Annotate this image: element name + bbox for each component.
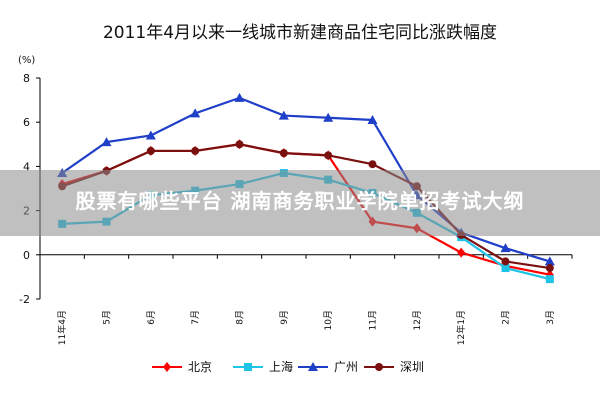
chart-title: 2011年4月以来一线城市新建商品住宅同比涨跌幅度 (102, 23, 498, 43)
legend-item: 深圳 (364, 360, 424, 374)
y-tick-label: 8 (23, 72, 30, 85)
data-point (323, 112, 334, 122)
y-tick-label: 6 (23, 116, 30, 129)
y-tick-label: 4 (23, 160, 30, 173)
y-tick-label: -2 (19, 293, 30, 306)
data-point (163, 362, 171, 372)
data-point (244, 363, 252, 371)
data-point (501, 257, 510, 266)
data-point (191, 146, 200, 155)
data-point (279, 149, 288, 158)
legend-item: 广州 (298, 360, 358, 374)
data-point (375, 363, 383, 371)
data-point (190, 108, 201, 118)
data-point (501, 264, 510, 273)
x-tick-label: 3月 (545, 310, 556, 325)
data-point (308, 362, 318, 371)
x-tick-label: 11月 (368, 310, 379, 330)
data-point (545, 275, 554, 284)
legend-label: 北京 (188, 360, 212, 374)
data-point (368, 160, 377, 169)
data-point (235, 140, 244, 149)
data-point (544, 256, 555, 266)
x-tick-label: 12年1月 (455, 310, 467, 345)
x-tick-label: 6月 (146, 310, 157, 325)
data-point (545, 264, 554, 273)
x-tick-label: 2月 (501, 310, 512, 325)
data-point (101, 137, 112, 147)
legend-item: 上海 (233, 359, 293, 374)
x-tick-label: 11年4月 (56, 310, 68, 345)
legend-label: 上海 (269, 359, 293, 374)
x-tick-label: 5月 (102, 310, 113, 325)
x-tick-label: 7月 (190, 310, 201, 325)
x-tick-label: 10月 (323, 310, 334, 330)
watermark-text: 股票有哪些平台 湖南商务职业学院单招考试大纲 (75, 189, 525, 213)
legend-label: 广州 (334, 360, 358, 374)
data-point (278, 110, 289, 120)
y-tick-label: 0 (23, 249, 30, 262)
x-tick-label: 12月 (412, 310, 423, 330)
data-point (457, 247, 466, 258)
data-point (234, 92, 245, 102)
legend-label: 深圳 (400, 360, 424, 374)
legend-item: 北京 (152, 360, 212, 374)
y-unit-label: (%) (18, 55, 36, 66)
x-tick-label: 9月 (279, 310, 290, 325)
axes: -20246811年4月5月6月7月8月9月10月11月12月12年1月2月3月 (19, 72, 573, 345)
watermark-banner (0, 170, 600, 236)
data-point (145, 130, 156, 140)
data-point (500, 243, 511, 253)
data-point (367, 114, 378, 124)
legend: 北京 上海 广州 深圳 (152, 359, 424, 374)
data-point (324, 151, 333, 160)
series-line (61, 143, 550, 270)
x-tick-label: 8月 (235, 310, 246, 325)
data-point (146, 146, 155, 155)
